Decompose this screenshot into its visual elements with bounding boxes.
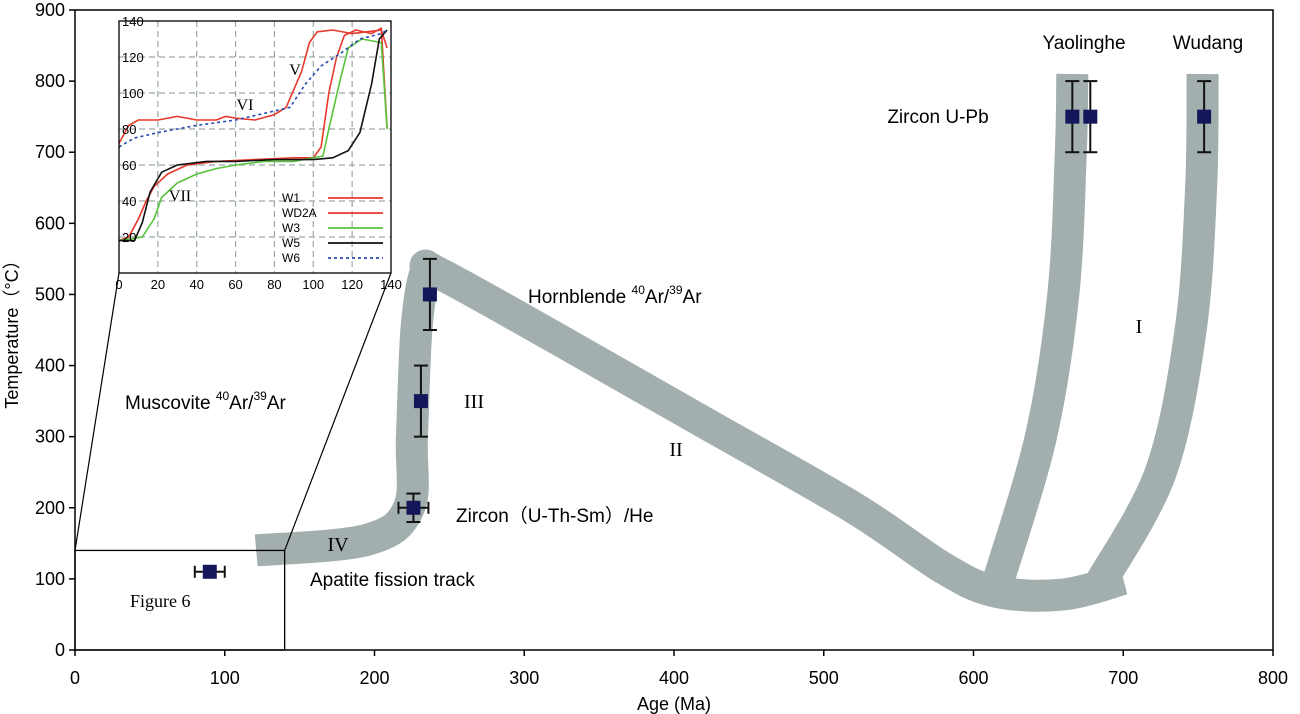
main-axes: 0 100 200 300 400 500 600 700 800010020030040050… (35, 0, 1288, 688)
inset-y-tick-label: 100 (122, 86, 144, 101)
x-tick-label: 400 (659, 668, 689, 688)
inset-series-line (119, 29, 388, 242)
figure6-label: Figure 6 (130, 591, 191, 611)
inset-legend-label: WD2A (282, 206, 317, 220)
inset-x-tick-label: 20 (151, 277, 165, 292)
x-tick-label: 100 (210, 668, 240, 688)
inset-y-tick-label: 80 (122, 122, 136, 137)
cooling-path-bands (254, 73, 1219, 612)
zircon-upb-label: Zircon U-Pb (887, 107, 988, 128)
inset-x-tick-label: 120 (341, 277, 363, 292)
wudang-label: Wudang (1173, 33, 1243, 54)
annotations: Yaolinghe Wudang Zircon U-Pb Hornblende … (125, 33, 1243, 611)
inset-connector (74, 272, 392, 651)
data-point-marker (1083, 109, 1098, 124)
inset-y-tick-label: 40 (122, 194, 136, 209)
cooling-band (983, 73, 1089, 584)
hornblende-mid: Ar/ (645, 287, 670, 308)
hornblende-sup-2: 39 (669, 283, 683, 297)
x-axis-title: Age (Ma) (637, 694, 711, 714)
zoom-box (74, 549, 286, 651)
y-tick-label: 100 (35, 569, 65, 589)
data-point-marker (413, 394, 428, 409)
apatite-label: Apatite fission track (310, 570, 475, 591)
stage-II-label: II (669, 439, 682, 461)
inset-x-tick-label: 60 (228, 277, 242, 292)
zoom-connector-right (284, 272, 392, 551)
zircon-he-label: Zircon（U-Th-Sm）/He (456, 505, 653, 527)
muscovite-label: Muscovite 40Ar/39Ar (125, 389, 286, 414)
yaolinghe-label: Yaolinghe (1042, 33, 1125, 54)
y-tick-label: 300 (35, 427, 65, 447)
y-tick-label: 800 (35, 71, 65, 91)
inset-y-tick-label: 20 (122, 230, 136, 245)
x-tick-label: 600 (958, 668, 988, 688)
data-point-marker (202, 564, 217, 579)
x-tick-label: 500 (809, 668, 839, 688)
inset-chart: 0 20 40 60 80 100 120 140 20 40 60 80 100 120 140 W1WD2… (115, 14, 401, 292)
hornblende-sup-1: 40 (632, 283, 646, 297)
y-tick-label: 400 (35, 356, 65, 376)
inset-legend-label: W5 (282, 236, 300, 250)
x-tick-label: 300 (509, 668, 539, 688)
inset-series-line (118, 29, 388, 144)
y-tick-label: 200 (35, 498, 65, 518)
stage-I-label: I (1136, 316, 1143, 338)
data-point-marker (1197, 109, 1212, 124)
cooling-band (1086, 73, 1219, 591)
inset-legend-label: W1 (282, 191, 300, 205)
inset-legend-label: W6 (282, 251, 300, 265)
inset-series-line (118, 29, 388, 148)
data-point-marker (1065, 109, 1080, 124)
inset-background (119, 21, 391, 273)
y-tick-label: 500 (35, 284, 65, 304)
inset-y-tick-label: 140 (122, 14, 144, 29)
y-axis-title: Temperature（°C） (2, 251, 22, 408)
data-points (193, 80, 1212, 579)
muscovite-mid: Ar/ (229, 393, 254, 414)
x-tick-label: 200 (359, 668, 389, 688)
inset-x-tick-label: 140 (380, 277, 402, 292)
y-tick-label: 0 (55, 640, 65, 660)
x-tick-label: 700 (1108, 668, 1138, 688)
x-tick-label: 0 (70, 668, 80, 688)
inset-x-tick-label: 0 (115, 277, 122, 292)
data-point-marker (406, 500, 421, 515)
muscovite-sup-1: 40 (216, 389, 230, 403)
inset-y-tick-label: 60 (122, 158, 136, 173)
inset-legend-label: W3 (282, 221, 300, 235)
inset-series-line (118, 27, 388, 242)
inset-x-tick-label: 100 (302, 277, 324, 292)
muscovite-text: Muscovite (125, 393, 216, 414)
inset-stage-VI-label: VI (237, 97, 254, 114)
hornblende-text: Hornblende (528, 287, 632, 308)
muscovite-end: Ar (267, 393, 287, 414)
inset-stage-VII-label: VII (169, 188, 191, 205)
y-tick-label: 700 (35, 142, 65, 162)
hornblende-label: Hornblende 40Ar/39Ar (528, 283, 702, 308)
inset-x-tick-label: 40 (189, 277, 203, 292)
inset-stage-V-label: V (289, 62, 301, 79)
muscovite-sup-2: 39 (253, 389, 267, 403)
data-point-marker (422, 287, 437, 302)
stage-IV-label: IV (327, 534, 349, 556)
inset-frame (118, 20, 392, 274)
inset-y-tick-label: 120 (122, 50, 144, 65)
zoom-connector-left (74, 272, 120, 551)
y-tick-label: 900 (35, 0, 65, 20)
y-tick-label: 600 (35, 213, 65, 233)
x-tick-label: 800 (1258, 668, 1288, 688)
stage-III-label: III (464, 391, 484, 413)
hornblende-end: Ar (683, 287, 703, 308)
inset-x-tick-label: 80 (267, 277, 281, 292)
